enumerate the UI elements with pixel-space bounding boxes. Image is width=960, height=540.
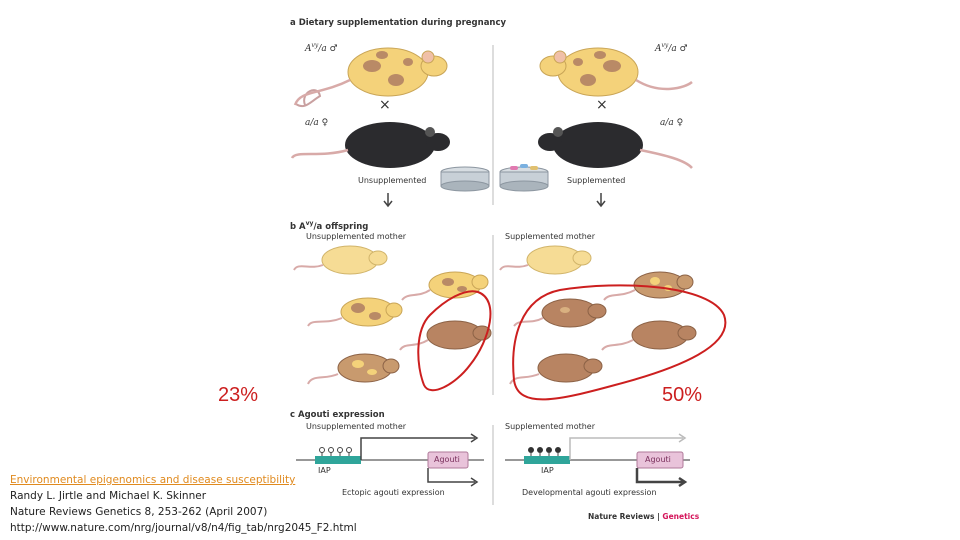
journal-credit: Nature Reviews | Genetics [588, 512, 700, 521]
parent-female-mouse-right [538, 122, 693, 169]
citation-url: http://www.nature.com/nrg/journal/v8/n4/… [10, 522, 357, 534]
cross-symbol-right: × [596, 97, 608, 113]
parent-male-mouse-right [539, 47, 693, 97]
offspring-mouse-brown-right-3 [509, 353, 603, 385]
percent-label-right: 50% [662, 384, 703, 406]
section-a-title: a Dietary supplementation during pregnan… [290, 18, 507, 28]
food-dish-unsupplemented [440, 166, 490, 192]
percent-label-left: 23% [218, 384, 259, 406]
iap-label-right: IAP [541, 466, 554, 475]
offspring-mouse-brown-right-1 [513, 298, 607, 328]
supplemented-mother-label-c: Supplemented mother [505, 422, 596, 431]
ectopic-expression-label: Ectopic agouti expression [342, 488, 445, 497]
section-c-title: c Agouti expression [290, 410, 385, 420]
offspring-mouse-brown-left [399, 320, 492, 351]
citation-journal: Nature Reviews Genetics 8, 253-262 (Apri… [10, 506, 268, 518]
male-genotype-right: Avy/a ♂ [655, 42, 688, 54]
citation-authors: Randy L. Jirtle and Michael K. Skinner [10, 490, 207, 502]
cross-symbol-left: × [379, 97, 391, 113]
agouti-diagram-right [505, 433, 690, 488]
arrow-down-right [596, 193, 606, 208]
unsupplemented-label: Unsupplemented [358, 176, 427, 185]
section-b-title: b Avy/a offspring [290, 220, 369, 232]
male-genotype-left: Avy/a ♂ [305, 42, 338, 54]
highlight-circle-left [417, 290, 492, 392]
offspring-mouse-mottled-2 [307, 297, 403, 327]
offspring-mouse-mottled-3 [307, 353, 400, 385]
agouti-gene-label-left: Agouti [434, 455, 460, 464]
offspring-mouse-mottled-1 [401, 271, 489, 301]
iap-label-left: IAP [318, 466, 331, 475]
supplemented-label: Supplemented [567, 176, 626, 185]
highlight-circle-right [512, 284, 727, 401]
offspring-mouse-brown-right-2 [601, 320, 697, 351]
food-dish-supplemented [499, 164, 549, 192]
unsupplemented-mother-label-c: Unsupplemented mother [306, 422, 407, 431]
supplemented-mother-label-b: Supplemented mother [505, 232, 596, 241]
female-genotype-left: a/a ♀ [305, 118, 329, 128]
citation-link[interactable]: Environmental epigenomics and disease su… [10, 474, 296, 486]
unsupplemented-mother-label-b: Unsupplemented mother [306, 232, 407, 241]
arrow-down-left [383, 193, 393, 208]
parent-male-mouse-left [293, 47, 448, 108]
female-genotype-right: a/a ♀ [660, 118, 684, 128]
developmental-expression-label: Developmental agouti expression [522, 488, 657, 497]
agouti-gene-label-right: Agouti [645, 455, 671, 464]
offspring-mouse-yellow-1 [293, 245, 388, 275]
agouti-diagram-left [296, 433, 484, 487]
parent-female-mouse-left [290, 122, 450, 168]
offspring-mouse-yellow-2 [499, 245, 592, 275]
